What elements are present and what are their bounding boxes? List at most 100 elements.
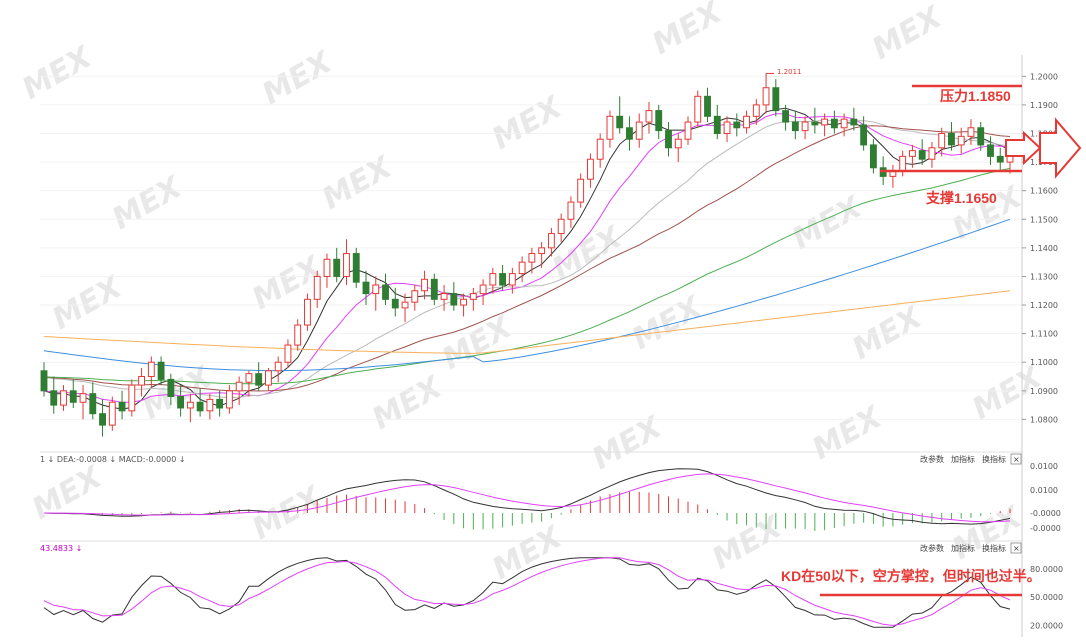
candle-body xyxy=(655,110,663,132)
candle-body xyxy=(274,361,282,372)
candle-body xyxy=(294,324,302,346)
change-params-button[interactable]: 改参数 xyxy=(920,543,944,553)
close-icon[interactable]: × xyxy=(1013,455,1020,464)
candle-body xyxy=(782,110,790,123)
candle-body xyxy=(713,115,721,134)
kd-tick-label: 20.0000 xyxy=(1030,621,1063,630)
candle-body xyxy=(908,150,916,157)
candle-body xyxy=(450,293,458,306)
candle-body xyxy=(177,396,185,409)
candle-body xyxy=(918,150,926,160)
kd-header: 43.4833 ↓ xyxy=(40,544,82,553)
candle-body xyxy=(225,390,233,409)
watermark-text: MEX xyxy=(847,299,930,367)
candle-body xyxy=(1006,155,1014,163)
candle-body xyxy=(928,147,936,160)
price-tick-label: 1.0800 xyxy=(1030,415,1058,424)
candle-body xyxy=(147,361,155,378)
watermark-text: MEX xyxy=(787,189,870,257)
arrow-right-icon xyxy=(1005,130,1042,166)
ma120-line xyxy=(43,218,1011,372)
price-tick-label: 1.1400 xyxy=(1030,244,1058,253)
candle-body xyxy=(733,121,741,129)
candle-body xyxy=(957,135,965,146)
price-tick-label: 1.0900 xyxy=(1030,387,1058,396)
support-label: 支撑1.1650 xyxy=(925,190,997,206)
kd-panel xyxy=(43,557,1011,628)
price-tick-label: 1.2000 xyxy=(1030,72,1058,81)
ma250-line xyxy=(43,290,1011,354)
candle-body xyxy=(547,233,555,249)
watermark-text: MEX xyxy=(107,169,190,237)
candle-body xyxy=(694,95,702,123)
macd-tick-label: -0.0000 xyxy=(1030,524,1061,533)
candle-body xyxy=(304,298,311,326)
peak-price-label: 1.2011 xyxy=(777,68,802,76)
ma10-line xyxy=(43,113,1011,404)
price-tick-label: 1.1600 xyxy=(1030,187,1058,196)
candle-body xyxy=(586,158,594,180)
candle-body xyxy=(118,401,126,412)
ma30-line xyxy=(43,125,1011,392)
ma20-line xyxy=(43,119,1011,399)
candle-body xyxy=(752,104,760,117)
dea-line xyxy=(43,473,1011,523)
candle-body xyxy=(108,401,116,426)
kd-tick-label: 50.0000 xyxy=(1030,593,1063,602)
candle-body xyxy=(791,121,799,132)
watermark-text: MEX xyxy=(867,0,950,67)
candle-body xyxy=(850,118,858,126)
candle-body xyxy=(186,401,194,409)
candle-body xyxy=(840,118,848,129)
candle-body xyxy=(616,115,624,129)
candle-body xyxy=(255,373,263,386)
price-tick-label: 1.1900 xyxy=(1030,101,1058,110)
macd-tick-label: -0.0000 xyxy=(1030,509,1061,518)
price-tick-label: 1.1300 xyxy=(1030,272,1058,281)
candle-body xyxy=(362,281,370,295)
watermark-text: MEX xyxy=(807,399,890,467)
kd-tick-label: 80.0000 xyxy=(1030,565,1063,574)
candle-body xyxy=(382,284,389,300)
candle-body xyxy=(557,218,565,235)
kd-annotation: KD在50以下，空方掌控，但时间也过半。 xyxy=(781,568,1041,584)
kd-toolbar: 改参数 加指标 换指标 × xyxy=(920,542,1022,554)
candle-body xyxy=(723,121,731,134)
change-params-button[interactable]: 改参数 xyxy=(920,454,944,464)
close-panel-icon[interactable] xyxy=(1010,542,1022,554)
candle-body xyxy=(801,121,809,132)
candle-body xyxy=(206,398,214,412)
candle-body xyxy=(460,298,468,306)
candle-body xyxy=(264,370,272,386)
grid-layer xyxy=(40,75,1022,542)
candle-body xyxy=(479,284,487,295)
candle-body xyxy=(762,87,770,106)
candle-body xyxy=(645,110,653,123)
candle-body xyxy=(518,261,526,275)
candle-body xyxy=(869,144,877,169)
candle-body xyxy=(899,155,907,172)
candle-body xyxy=(528,253,536,263)
candle-body xyxy=(996,155,1004,163)
candle-body xyxy=(606,115,614,140)
candle-body xyxy=(343,253,350,277)
candle-body xyxy=(411,290,419,303)
close-panel-icon[interactable] xyxy=(1010,453,1022,465)
switch-indicator-button[interactable]: 换指标 xyxy=(982,543,1006,553)
add-indicator-button[interactable]: 加指标 xyxy=(951,543,975,553)
candle-body xyxy=(948,132,955,146)
candle-body xyxy=(167,378,175,398)
close-icon[interactable]: × xyxy=(1013,544,1020,553)
candle-body xyxy=(284,344,292,363)
candle-body xyxy=(391,298,399,309)
switch-indicator-button[interactable]: 换指标 xyxy=(982,454,1006,464)
candle-body xyxy=(567,201,575,220)
candle-body xyxy=(684,121,692,140)
candle-body xyxy=(216,398,224,409)
add-indicator-button[interactable]: 加指标 xyxy=(951,454,975,464)
candle-body xyxy=(128,384,136,412)
price-tick-label: 1.1500 xyxy=(1030,215,1058,224)
